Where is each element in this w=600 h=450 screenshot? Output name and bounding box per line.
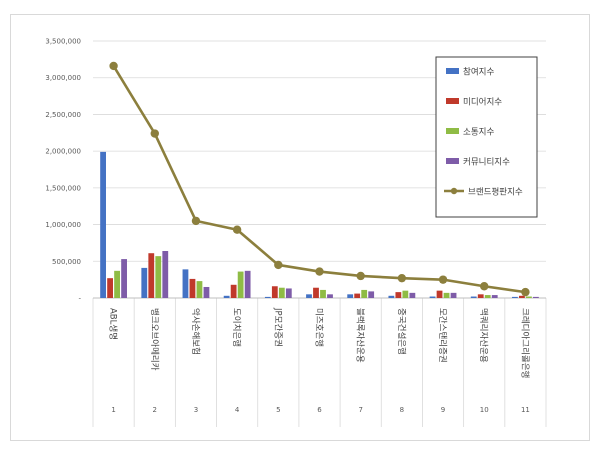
chart-frame: - 500,000 1,000,000 1,500,000 2,000,000 2,500… [10, 14, 590, 441]
brand-index-point [109, 61, 118, 71]
bar-1 [264, 296, 271, 298]
category-label: 크레디아그리콜은행 [519, 308, 530, 378]
legend-swatch [446, 128, 459, 134]
rank-label: 6 [317, 406, 322, 414]
legend-marker [450, 187, 458, 195]
rank-label: 9 [441, 406, 445, 414]
category-label: JP모간증권 [272, 307, 283, 347]
bar-1 [429, 296, 436, 298]
brand-index-point [356, 271, 365, 281]
legend-swatch [446, 68, 459, 74]
rank-label: 8 [400, 406, 404, 414]
bar-1 [100, 151, 106, 298]
bar-2 [436, 290, 443, 298]
bar-4 [244, 270, 251, 298]
bar-1 [141, 267, 148, 298]
brand-index-point [191, 216, 201, 226]
brand-index-point [397, 273, 407, 283]
category-label: 악사손해보험 [190, 308, 201, 355]
brand-reputation-chart: - 500,000 1,000,000 1,500,000 2,000,000 2,500… [45, 38, 547, 427]
bar-1 [512, 296, 518, 298]
bar-3 [443, 292, 450, 298]
bar-3 [361, 289, 368, 298]
bar-2 [148, 253, 155, 298]
rank-label: 5 [276, 406, 280, 414]
y-tick-label: - [78, 295, 81, 303]
bar-4 [491, 295, 498, 298]
bar-2 [107, 278, 113, 298]
bar-1 [388, 295, 395, 298]
bar-2 [271, 286, 278, 298]
bar-2 [477, 294, 484, 298]
brand-index-point [438, 275, 448, 284]
bar-3 [237, 271, 244, 298]
bar-4 [327, 294, 333, 298]
category-label: ABL생명 [108, 308, 119, 340]
brand-index-point [150, 129, 159, 138]
category-label: 미즈호은행 [314, 308, 325, 347]
legend-label: 커뮤니티지수 [463, 157, 510, 168]
bar-3 [278, 287, 285, 298]
rank-label: 7 [358, 406, 362, 414]
bar-3 [114, 270, 120, 298]
bar-1 [347, 294, 354, 298]
brand-index-point [232, 225, 242, 234]
bar-2 [230, 284, 237, 298]
y-tick-label: 3,500,000 [45, 38, 81, 46]
bar-3 [196, 281, 203, 298]
rank-label: 1 [111, 406, 115, 414]
category-label: 뱅크오브아메리카 [149, 308, 160, 371]
brand-index-point [274, 260, 283, 270]
category-label: 맥쿼리자산운용 [478, 308, 489, 363]
bar-2 [519, 295, 525, 298]
y-tick-label: 2,000,000 [45, 148, 81, 156]
bar-4 [203, 286, 210, 298]
rank-label: 4 [235, 406, 240, 414]
bar-2 [354, 293, 361, 298]
category-label: 중국건설은행 [396, 308, 407, 355]
bar-2 [395, 292, 402, 298]
y-tick-label: 3,000,000 [45, 74, 81, 82]
rank-label: 3 [194, 406, 198, 414]
bar-3 [320, 289, 326, 298]
y-tick-label: 500,000 [52, 258, 81, 266]
legend-swatch [446, 98, 459, 104]
category-label: 모간스탠리증권 [437, 308, 448, 363]
legend-label: 소통지수 [463, 128, 494, 138]
bar-2 [189, 278, 196, 298]
legend-label: 미디어지수 [463, 97, 502, 108]
bar-3 [155, 256, 162, 298]
bar-4 [450, 292, 457, 298]
bar-4 [121, 259, 127, 298]
bar-4 [162, 251, 169, 298]
legend-label: 참여지수 [463, 67, 494, 78]
y-tick-label: 1,000,000 [45, 221, 81, 229]
bar-1 [306, 294, 312, 298]
y-tick-label: 2,500,000 [45, 111, 81, 119]
bar-4 [285, 288, 292, 298]
bar-4 [368, 291, 375, 298]
legend-swatch [446, 158, 459, 164]
bar-4 [409, 292, 416, 298]
bar-1 [470, 296, 477, 298]
bar-3 [402, 290, 409, 298]
legend-label: 브랜드평판지수 [468, 187, 523, 198]
y-tick-label: 1,500,000 [45, 184, 81, 192]
category-label: 블랙록자산운용 [355, 308, 366, 363]
bar-3 [484, 295, 491, 298]
bar-1 [182, 269, 189, 298]
category-label: 도이치은행 [231, 308, 242, 347]
brand-index-point [521, 287, 530, 297]
bar-4 [533, 296, 539, 298]
rank-label: 2 [153, 406, 157, 414]
bar-3 [526, 296, 532, 298]
bar-1 [223, 295, 230, 298]
rank-label: 11 [521, 406, 530, 414]
bar-2 [313, 287, 319, 298]
rank-label: 10 [480, 406, 489, 414]
brand-index-point [315, 267, 324, 276]
brand-index-point [480, 282, 489, 291]
